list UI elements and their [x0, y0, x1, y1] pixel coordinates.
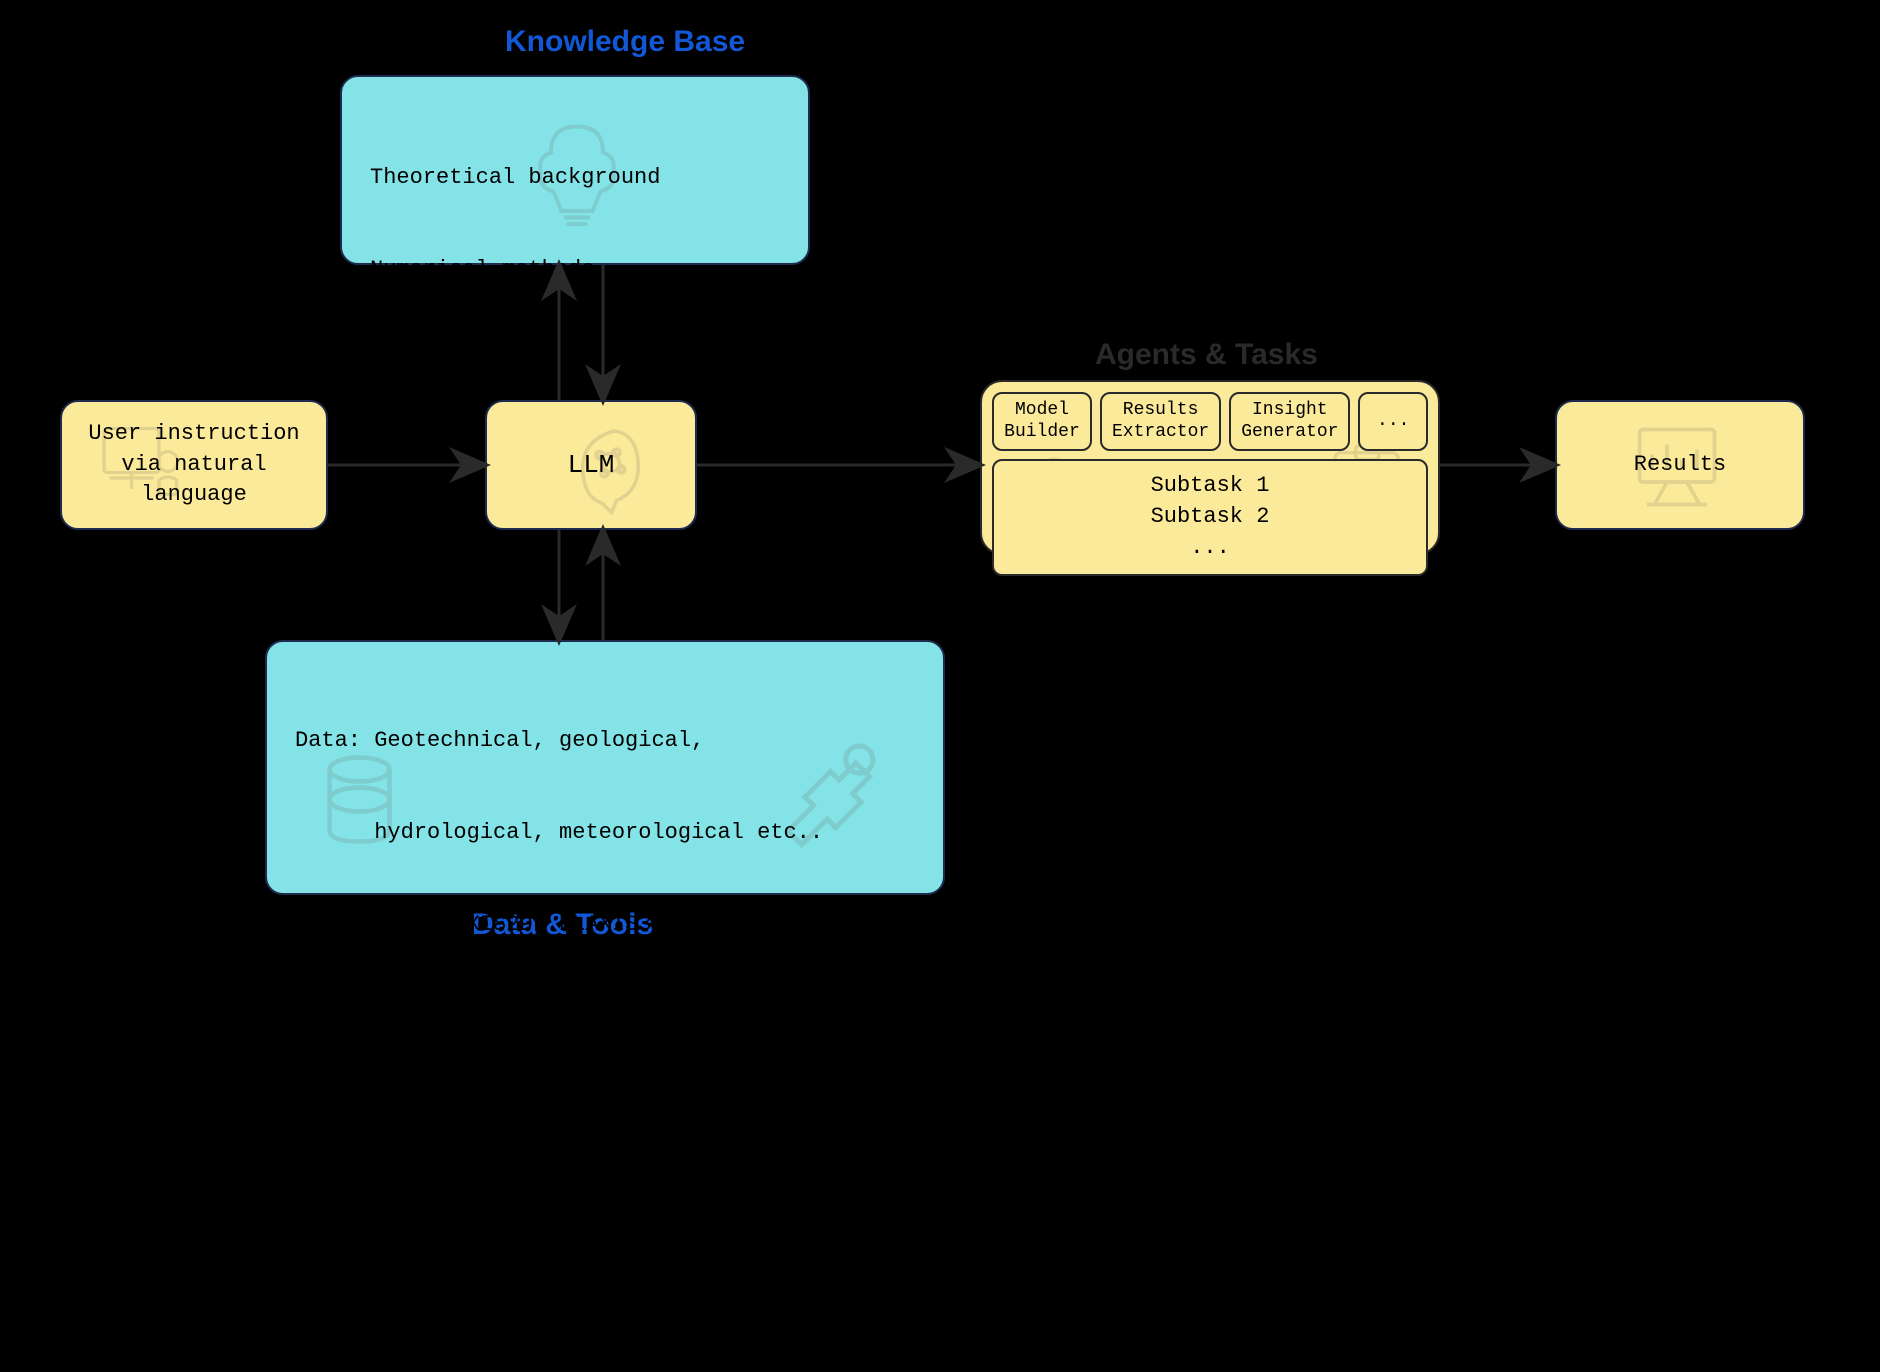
dt-line-3: HYRCAN, ADONIS etc.: [295, 1003, 823, 1034]
subtask-more: ...: [1004, 533, 1416, 564]
node-llm: LLM: [485, 400, 697, 530]
agent-chip-more: ...: [1358, 392, 1428, 451]
agents-subtasks: Subtask 1 Subtask 2 ...: [992, 459, 1428, 575]
dt-line-6: ...: [295, 1280, 823, 1311]
agent-chip-insight-generator: Insight Generator: [1229, 392, 1350, 451]
node-user-text: User instruction via natural language: [88, 419, 299, 511]
kb-line-0: Theoretical background: [370, 163, 660, 194]
dt-line-1: hydrological, meteorological etc..: [295, 818, 823, 849]
dt-line-0: Data: Geotechnical, geological,: [295, 726, 823, 757]
agent-chip-results-extractor: Results Extractor: [1100, 392, 1221, 451]
kb-line-2: Simulation examples: [370, 347, 660, 378]
node-user-instruction: User instruction via natural language: [60, 400, 328, 530]
kb-line-1: Numerical methods: [370, 255, 660, 286]
dt-line-2: Software: PLAXIS2D, PLAXIS3D, FLAC3D,: [295, 910, 823, 941]
node-llm-text: LLM: [568, 447, 615, 483]
node-results: Results: [1555, 400, 1805, 530]
node-data-tools: Data: Geotechnical, geological, hydrolog…: [265, 640, 945, 895]
dt-line-5: programs: [295, 1188, 823, 1219]
title-agents-tasks: Agents & Tasks: [1095, 338, 1318, 372]
title-knowledge-base: Knowledge Base: [505, 25, 745, 59]
dt-line-4: Custom Tools: Scripts and rule-based: [295, 1095, 823, 1126]
subtask-2: Subtask 2: [1004, 502, 1416, 533]
node-agents-tasks: Model Builder Results Extractor Insight …: [980, 380, 1440, 555]
subtask-1: Subtask 1: [1004, 471, 1416, 502]
node-knowledge-base: Theoretical background Numerical methods…: [340, 75, 810, 265]
node-results-text: Results: [1634, 450, 1726, 481]
agent-chip-model-builder: Model Builder: [992, 392, 1092, 451]
